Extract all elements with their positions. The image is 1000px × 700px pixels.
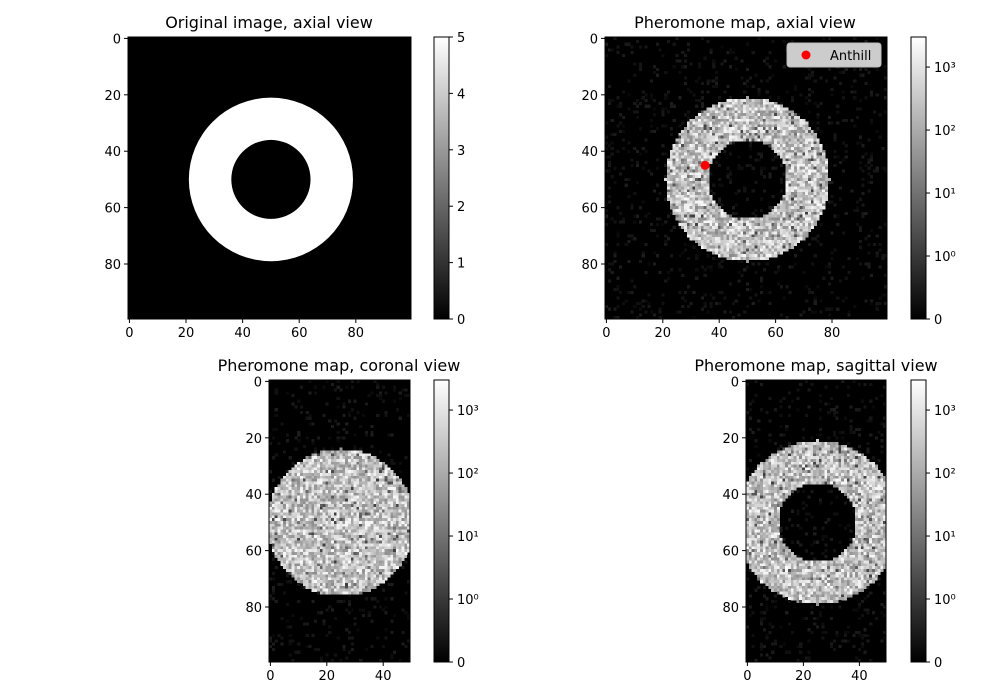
x-tick-label: 20 (655, 326, 672, 341)
y-tick-label: 0 (731, 375, 739, 390)
x-tick-label: 60 (767, 326, 784, 341)
ring-shape (188, 97, 353, 262)
y-tick-label: 80 (722, 601, 739, 616)
x-tick-label: 80 (824, 326, 841, 341)
y-tick-label: 40 (581, 145, 598, 160)
legend-marker-icon (801, 50, 811, 60)
colorbar (433, 36, 450, 320)
y-tick-label: 0 (590, 32, 598, 47)
colorbar-tick-label: 10² (934, 467, 956, 482)
legend: Anthill (786, 42, 882, 68)
y-tick-label: 80 (245, 601, 262, 616)
panel-title: Pheromone map, axial view (634, 13, 856, 32)
image-background (128, 37, 411, 319)
y-tick-label: 80 (581, 258, 598, 273)
colorbar-tick-label: 10⁰ (934, 593, 956, 608)
x-tick-label: 0 (125, 326, 133, 341)
colorbar-tick-label: 10³ (934, 404, 956, 419)
colorbar-tick-label: 0 (934, 313, 942, 328)
anthill-marker (700, 160, 710, 170)
x-tick-label: 80 (348, 326, 365, 341)
colorbar (910, 379, 927, 663)
colorbar-tick-label: 10¹ (457, 530, 479, 545)
heatmap-cells (746, 380, 887, 663)
colorbar (910, 36, 927, 320)
colorbar-tick-label: 10¹ (934, 187, 956, 202)
x-tick-label: 20 (795, 669, 812, 684)
axes-frame (604, 36, 888, 320)
x-tick-label: 0 (602, 326, 610, 341)
heatmap-cells (269, 380, 411, 663)
x-tick-label: 60 (291, 326, 308, 341)
colorbar (433, 379, 450, 663)
y-tick-label: 40 (245, 488, 262, 503)
y-tick-label: 60 (104, 202, 121, 217)
panel-title: Pheromone map, coronal view (218, 356, 461, 375)
colorbar-tick-label: 10³ (457, 404, 479, 419)
colorbar-tick-label: 10¹ (934, 530, 956, 545)
axes-frame (745, 379, 887, 663)
y-tick-label: 0 (254, 375, 262, 390)
y-tick-label: 80 (104, 258, 121, 273)
colorbar-tick-label: 4 (457, 87, 465, 102)
colorbar-tick-label: 0 (934, 656, 942, 671)
x-tick-label: 40 (851, 669, 868, 684)
x-tick-label: 20 (319, 669, 336, 684)
panel-title: Original image, axial view (165, 13, 373, 32)
y-tick-label: 60 (722, 545, 739, 560)
colorbar-tick-label: 10² (934, 124, 956, 139)
colorbar-tick-label: 10² (457, 467, 479, 482)
y-tick-label: 20 (104, 89, 121, 104)
colorbar-tick-label: 5 (457, 31, 465, 46)
axes-frame (268, 379, 411, 663)
heatmap-cells (605, 37, 888, 320)
panel-title: Pheromone map, sagittal view (694, 356, 937, 375)
x-tick-label: 40 (375, 669, 392, 684)
colorbar-tick-label: 1 (457, 257, 465, 272)
y-tick-label: 40 (104, 145, 121, 160)
y-tick-label: 60 (245, 545, 262, 560)
panel-2: Pheromone map, axial view 0 20 40 60 80 0 20 40 6… (581, 13, 955, 341)
colorbar-tick-label: 3 (457, 144, 465, 159)
y-tick-label: 20 (722, 432, 739, 447)
x-tick-label: 20 (178, 326, 195, 341)
axes-frame (127, 36, 412, 320)
x-tick-label: 0 (743, 669, 751, 684)
colorbar-tick-label: 0 (457, 656, 465, 671)
colorbar-tick-label: 10⁰ (457, 593, 479, 608)
colorbar-tick-label: 2 (457, 200, 465, 215)
x-tick-label: 40 (234, 326, 251, 341)
colorbar-tick-label: 10³ (934, 61, 956, 76)
legend-box (786, 42, 882, 68)
colorbar-tick-label: 10⁰ (934, 250, 956, 265)
colorbar-tick-label: 0 (457, 313, 465, 328)
x-tick-label: 0 (266, 669, 274, 684)
y-tick-label: 0 (113, 32, 121, 47)
y-tick-label: 40 (722, 488, 739, 503)
y-tick-label: 20 (245, 432, 262, 447)
y-tick-label: 20 (581, 89, 598, 104)
legend-label: Anthill (830, 49, 871, 64)
y-tick-label: 60 (581, 202, 598, 217)
x-tick-label: 40 (711, 326, 728, 341)
